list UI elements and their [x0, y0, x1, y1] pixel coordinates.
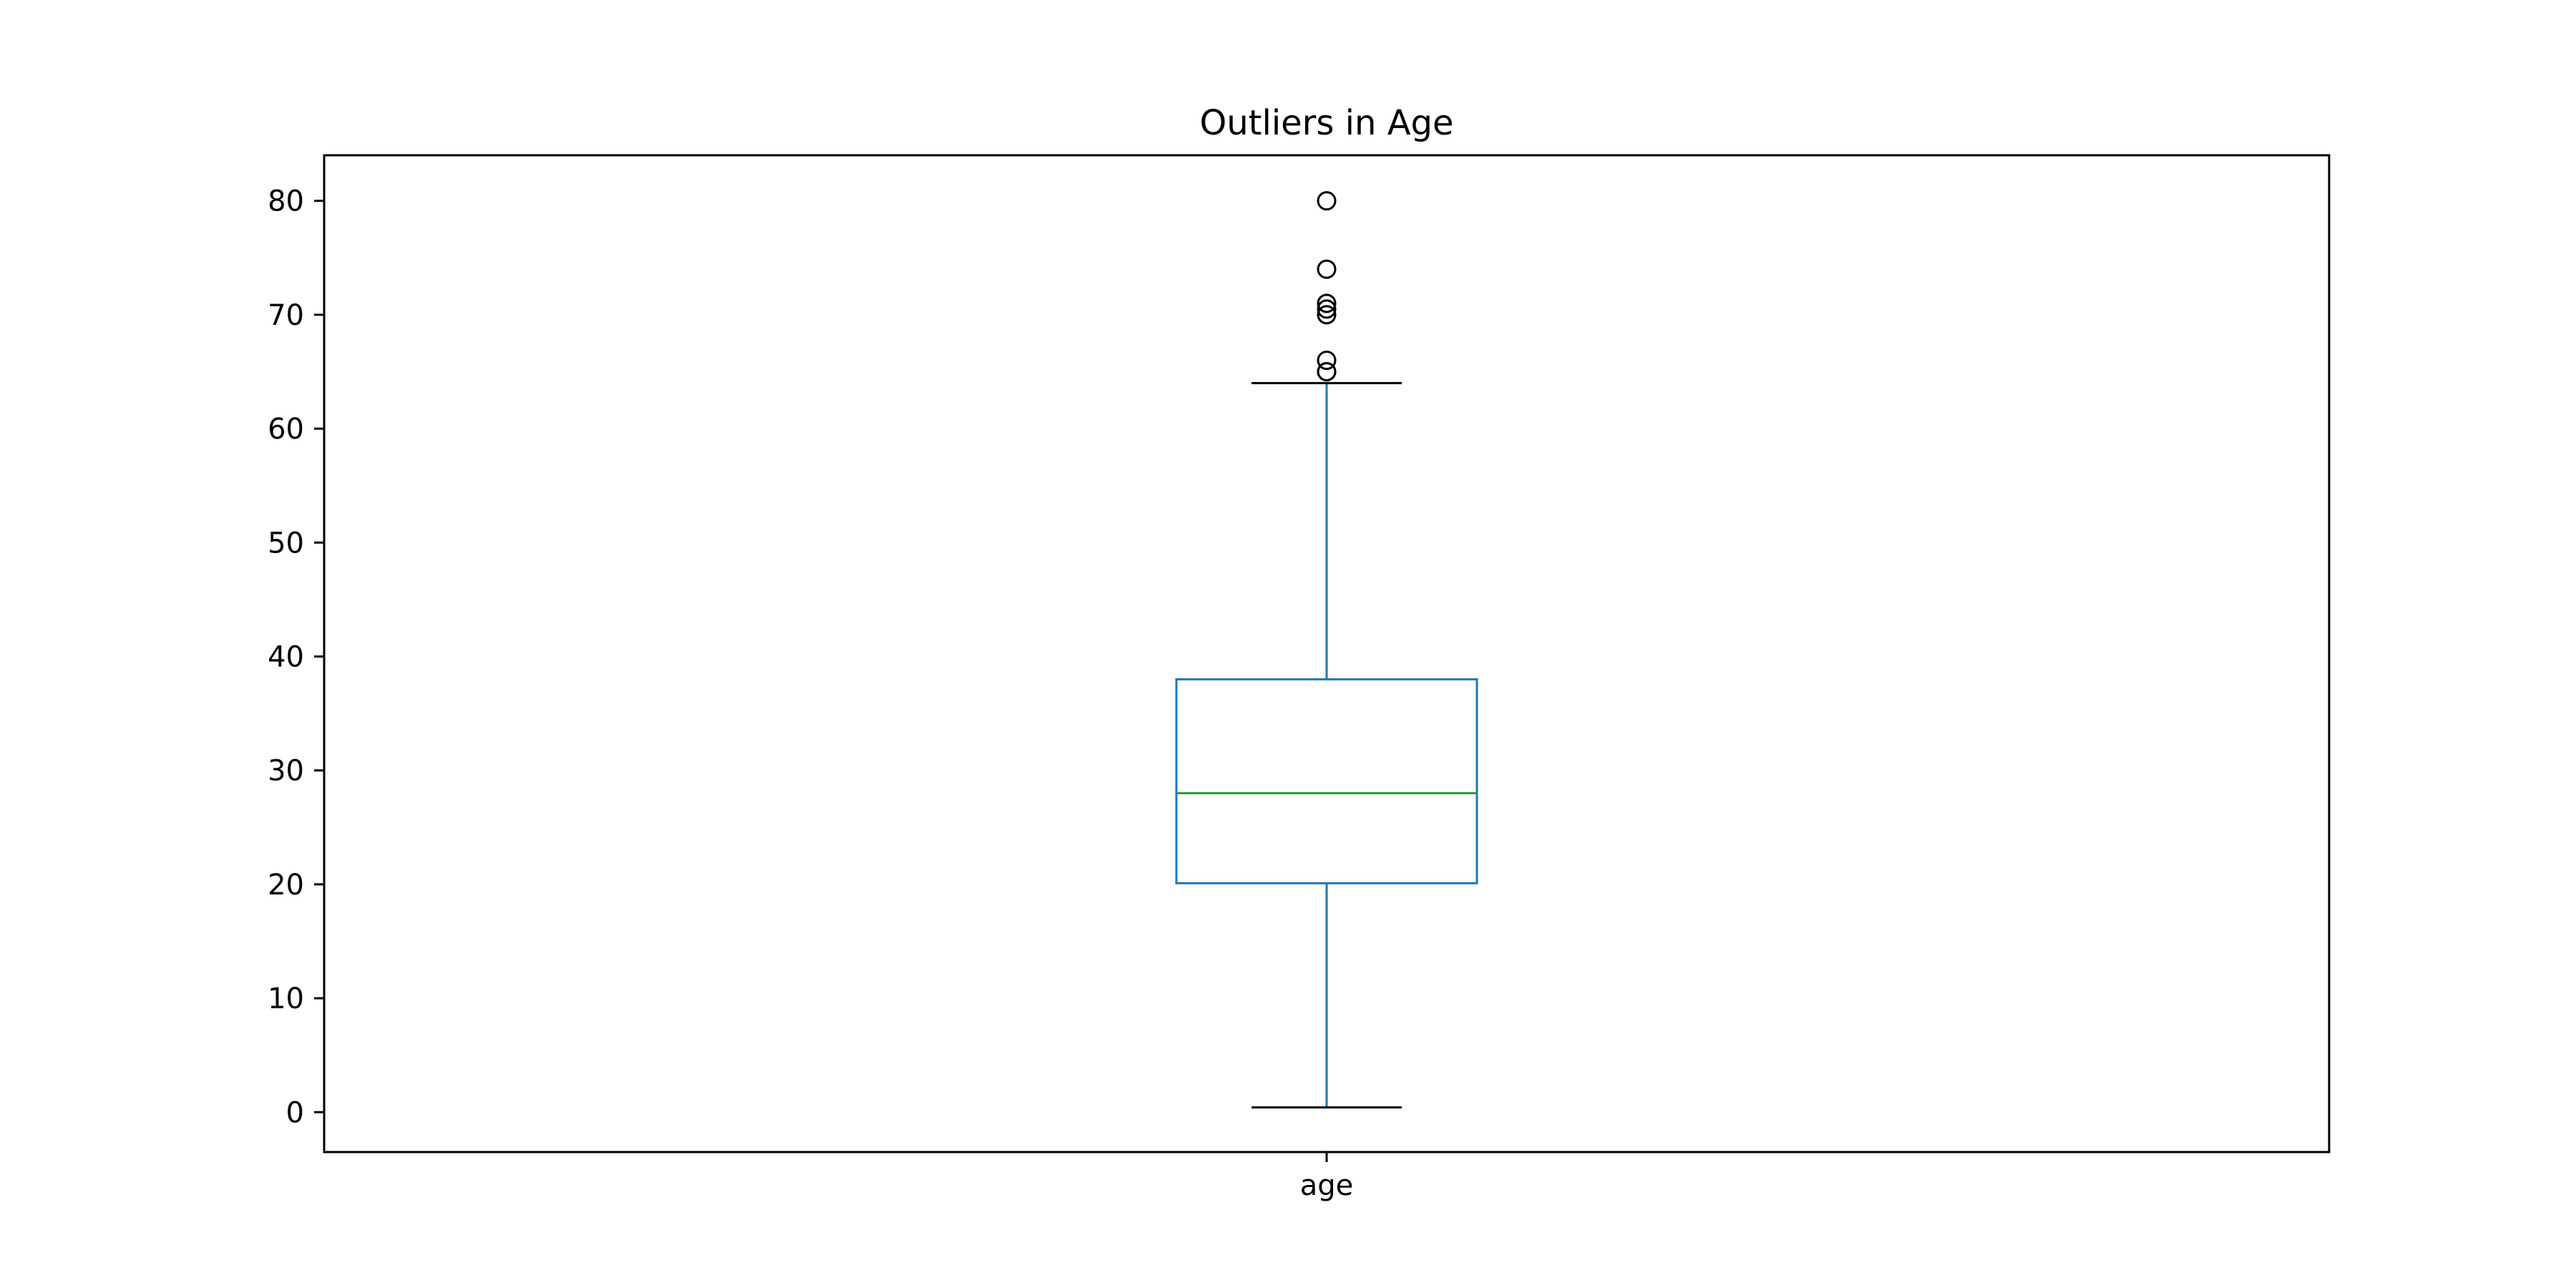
x-tick-label: age: [1300, 1169, 1354, 1202]
y-tick-label: 70: [268, 299, 304, 332]
y-tick-label: 20: [268, 869, 304, 902]
y-tick-label: 30: [268, 755, 304, 788]
outlier-point: [1317, 191, 1337, 211]
outlier-point: [1317, 293, 1337, 313]
outlier-point: [1317, 305, 1337, 325]
outlier-point: [1317, 361, 1337, 381]
outlier-point: [1317, 299, 1337, 319]
y-tick-label: 10: [268, 982, 304, 1015]
outlier-point: [1317, 351, 1337, 371]
chart-title: Outliers in Age: [1199, 103, 1453, 143]
axes-frame: [323, 154, 2331, 1153]
y-tick-label: 0: [286, 1096, 304, 1129]
y-tick-label: 40: [268, 640, 304, 673]
y-tick-label: 80: [268, 185, 304, 218]
y-tick-label: 50: [268, 527, 304, 560]
outlier-point: [1317, 259, 1337, 279]
iqr-box: [1175, 678, 1478, 884]
plot-layer: 0 10 20 30 40 50 60 70 80 age: [268, 185, 1478, 1202]
y-tick-label: 60: [268, 413, 304, 446]
